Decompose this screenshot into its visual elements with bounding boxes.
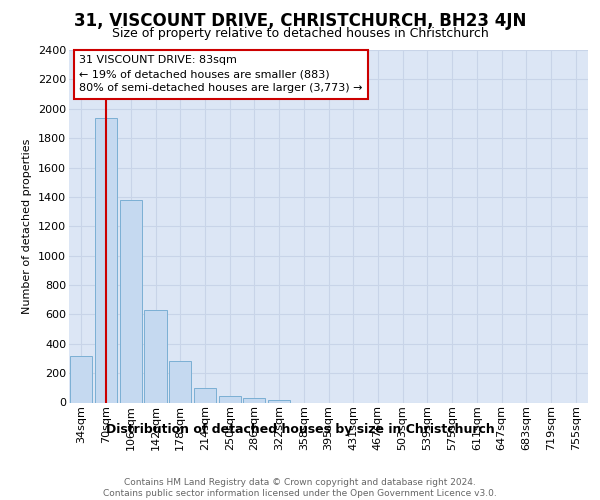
Bar — [169, 362, 191, 403]
Text: Distribution of detached houses by size in Christchurch: Distribution of detached houses by size … — [106, 422, 494, 436]
Bar — [145, 310, 167, 402]
Text: 31, VISCOUNT DRIVE, CHRISTCHURCH, BH23 4JN: 31, VISCOUNT DRIVE, CHRISTCHURCH, BH23 4… — [74, 12, 526, 30]
Y-axis label: Number of detached properties: Number of detached properties — [22, 138, 32, 314]
Bar — [243, 398, 265, 402]
Bar — [70, 356, 92, 403]
Bar — [119, 200, 142, 402]
Bar — [194, 388, 216, 402]
Bar — [95, 118, 117, 403]
Bar — [268, 400, 290, 402]
Bar — [218, 396, 241, 402]
Text: Size of property relative to detached houses in Christchurch: Size of property relative to detached ho… — [112, 28, 488, 40]
Text: Contains HM Land Registry data © Crown copyright and database right 2024.
Contai: Contains HM Land Registry data © Crown c… — [103, 478, 497, 498]
Text: 31 VISCOUNT DRIVE: 83sqm
← 19% of detached houses are smaller (883)
80% of semi-: 31 VISCOUNT DRIVE: 83sqm ← 19% of detach… — [79, 56, 363, 94]
